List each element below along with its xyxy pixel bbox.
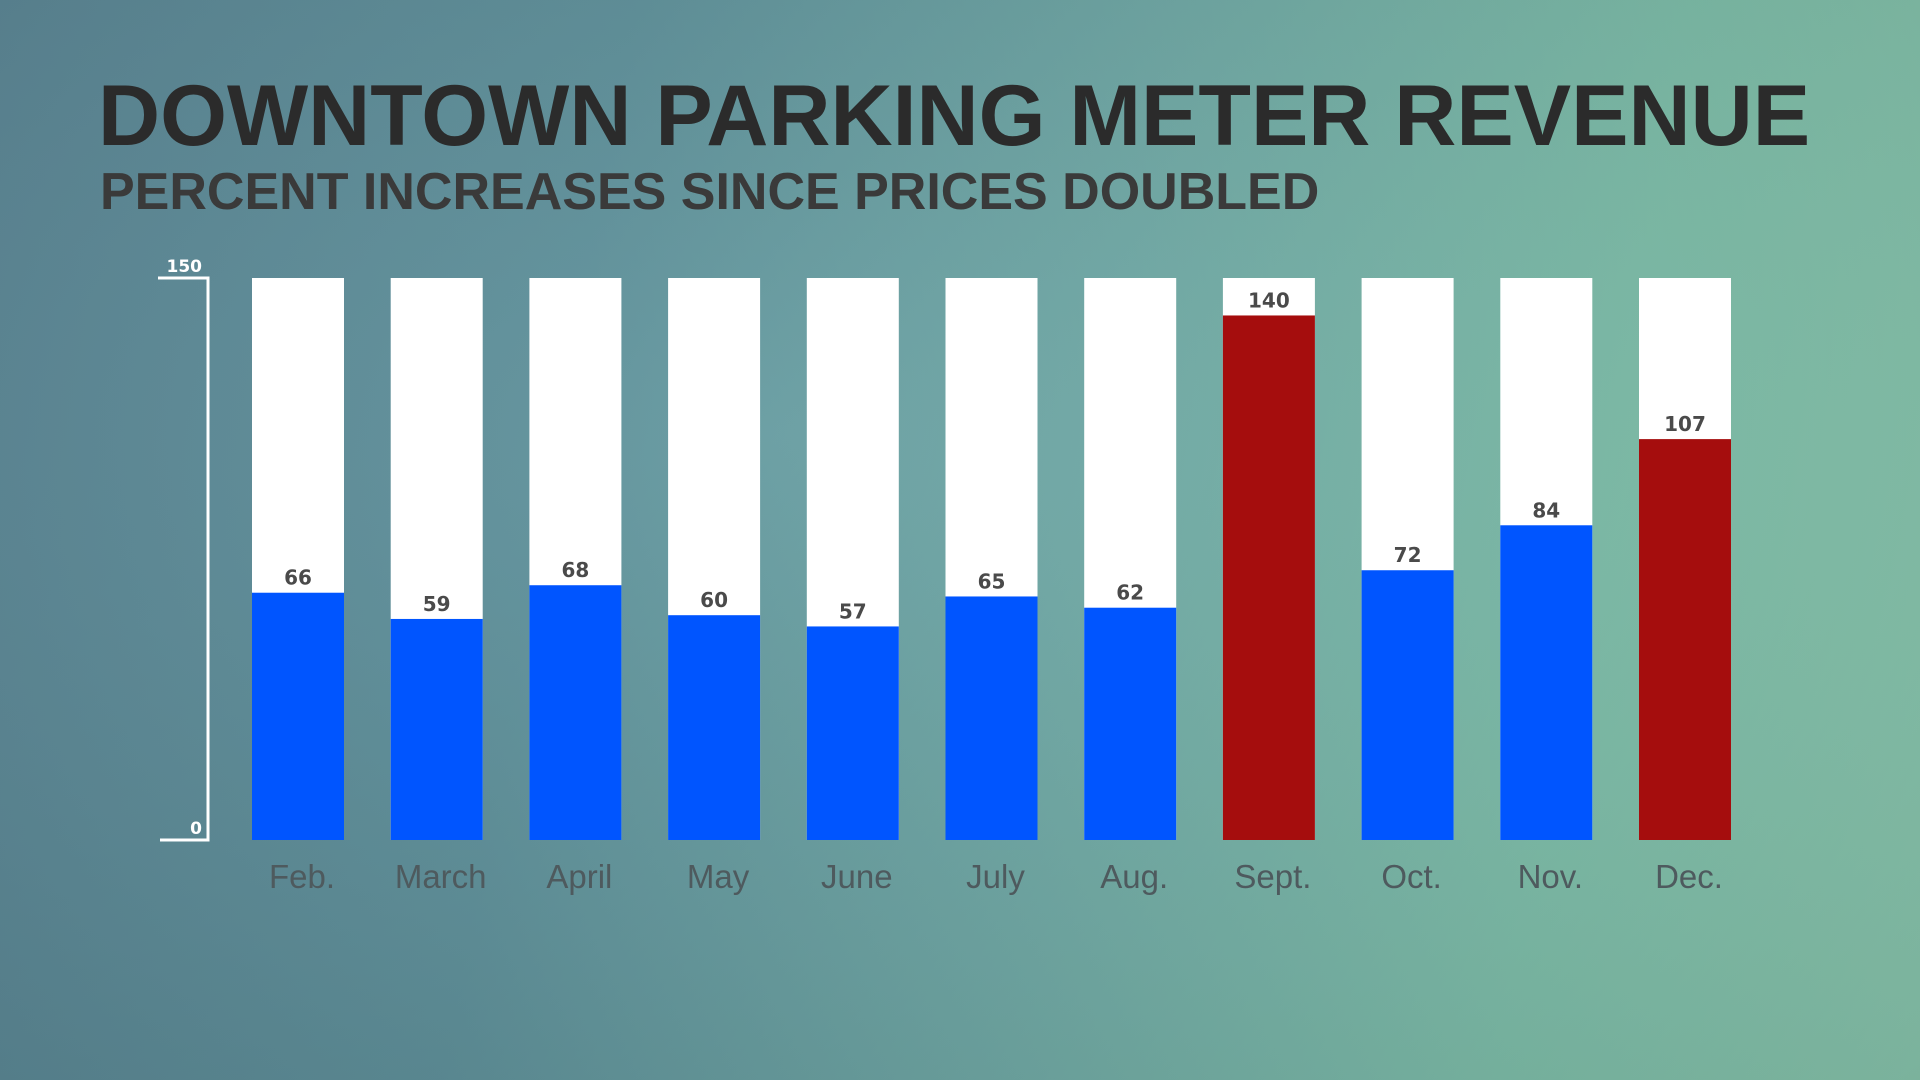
bar-aug [1084,607,1177,840]
bar-april [529,585,622,840]
x-tick-label: March [395,858,487,895]
data-label: 68 [561,558,589,582]
data-label: 65 [978,569,1006,593]
data-label: 62 [1116,581,1144,605]
data-label: 57 [839,599,867,623]
bar-feb [252,592,344,840]
chart-title: DOWNTOWN PARKING METER REVENUE [98,68,1811,164]
data-label: 84 [1532,498,1560,522]
bar-nov [1500,525,1593,840]
bar-may [668,615,761,840]
x-tick-label: Aug. [1100,858,1168,895]
data-label: 72 [1394,543,1422,567]
y-tick-label-max: 150 [167,257,203,277]
data-label: 60 [700,588,728,612]
x-tick-label: May [687,858,750,895]
data-label: 107 [1664,412,1706,436]
bar-june [806,626,899,840]
x-tick-label: Sept. [1234,858,1311,895]
chart-subtitle: PERCENT INCREASES SINCE PRICES DOUBLED [100,163,1320,221]
x-tick-label: June [821,858,893,895]
data-label: 59 [423,592,451,616]
y-tick-label-min: 0 [190,819,202,839]
bar-sept [1222,315,1315,840]
bar-july [945,596,1038,840]
x-tick-label: Feb. [269,858,335,895]
data-label: 66 [284,566,312,590]
y-axis: 150 0 [158,257,210,842]
bar-dec [1639,439,1731,840]
data-label: 140 [1248,288,1290,312]
x-tick-label: April [546,858,612,895]
bar-march [390,618,483,840]
bar-oct [1361,570,1454,840]
x-tick-label: Oct. [1381,858,1442,895]
x-tick-label: July [966,858,1025,895]
x-tick-label: Dec. [1655,858,1723,895]
y-axis-bracket [158,276,210,842]
x-tick-label: Nov. [1518,858,1583,895]
